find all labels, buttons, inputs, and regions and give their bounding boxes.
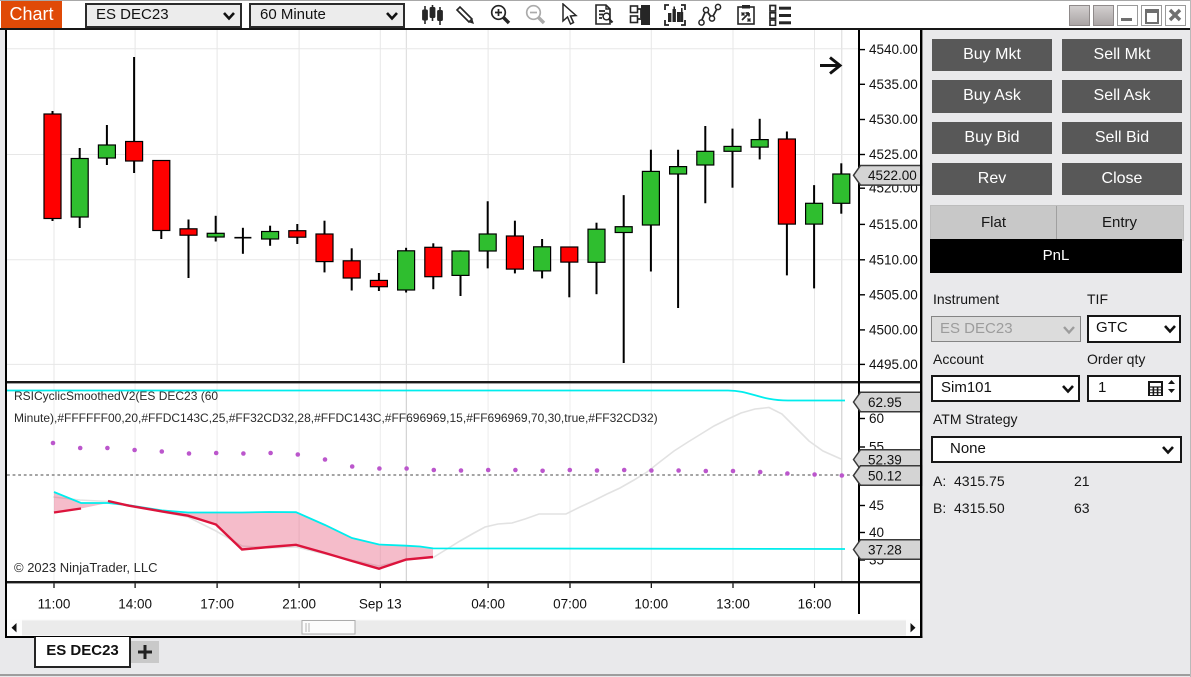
svg-text:16:00: 16:00 (798, 597, 832, 612)
svg-text:17:00: 17:00 (200, 597, 234, 612)
svg-text:62.95: 62.95 (868, 395, 902, 410)
svg-text:45: 45 (869, 498, 884, 513)
svg-text:11:00: 11:00 (38, 597, 71, 612)
svg-text:Minute),#FFFFFF00,20,#FFDC143C: Minute),#FFFFFF00,20,#FFDC143C,25,#FF32C… (14, 411, 658, 425)
svg-text:60: 60 (869, 411, 884, 426)
svg-text:4510.00: 4510.00 (869, 252, 918, 267)
svg-text:4535.00: 4535.00 (869, 77, 918, 92)
svg-text:4525.00: 4525.00 (869, 147, 918, 162)
svg-text:21:00: 21:00 (282, 597, 316, 612)
svg-text:40: 40 (869, 525, 884, 540)
svg-text:4530.00: 4530.00 (869, 112, 918, 127)
svg-text:4522.00: 4522.00 (868, 168, 917, 183)
svg-text:4540.00: 4540.00 (869, 42, 918, 57)
svg-text:Sep 13: Sep 13 (359, 597, 402, 612)
svg-text:10:00: 10:00 (634, 597, 668, 612)
svg-text:50.12: 50.12 (868, 468, 902, 483)
svg-text:4515.00: 4515.00 (869, 217, 918, 232)
svg-text:4505.00: 4505.00 (869, 287, 918, 302)
svg-text:37.28: 37.28 (868, 542, 902, 557)
svg-text:52.39: 52.39 (868, 452, 902, 467)
svg-text:04:00: 04:00 (471, 597, 505, 612)
svg-text:4495.00: 4495.00 (869, 357, 918, 372)
svg-text:13:00: 13:00 (716, 597, 750, 612)
svg-text:14:00: 14:00 (118, 597, 152, 612)
svg-text:© 2023 NinjaTrader, LLC: © 2023 NinjaTrader, LLC (14, 560, 158, 575)
svg-text:07:00: 07:00 (553, 597, 587, 612)
svg-text:4500.00: 4500.00 (869, 322, 918, 337)
svg-text:RSICyclicSmoothedV2(ES DEC23 (: RSICyclicSmoothedV2(ES DEC23 (60 (14, 389, 218, 403)
